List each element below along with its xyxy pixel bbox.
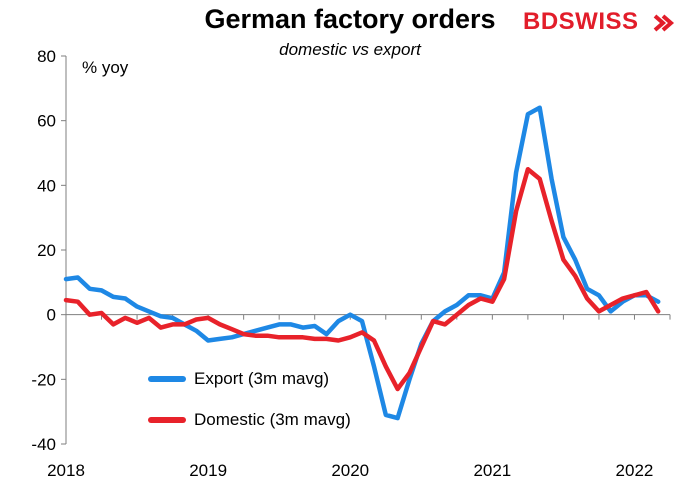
legend-label-export: Export (3m mavg) <box>194 369 330 388</box>
legend-swatch-export <box>148 376 186 382</box>
x-tick-label: 2018 <box>47 461 85 480</box>
y-tick-label: 60 <box>37 112 56 131</box>
series-line-domestic <box>63 166 661 392</box>
x-tick-label: 2022 <box>616 461 654 480</box>
x-tick-label: 2021 <box>473 461 511 480</box>
x-tick-label: 2020 <box>331 461 369 480</box>
chart-subtitle: domestic vs export <box>279 40 421 59</box>
legend-item-export: Export (3m mavg) <box>148 367 329 391</box>
y-tick-label: 0 <box>47 306 56 325</box>
x-tick-label: 2019 <box>189 461 227 480</box>
bdswiss-logo: BDSWISS <box>523 8 675 36</box>
logo-bd-text: BD <box>523 8 559 35</box>
y-axis-unit-label: % yoy <box>82 58 129 77</box>
legend-item-domestic: Domestic (3m mavg) <box>148 408 351 432</box>
logo-swiss-text: SWISS <box>558 8 639 35</box>
y-tick-label: -20 <box>31 370 56 389</box>
y-tick-label: 40 <box>37 176 56 195</box>
logo-arrow-icon <box>653 14 674 32</box>
legend-swatch-domestic <box>148 417 186 423</box>
y-tick-label: 80 <box>37 47 56 66</box>
x-axis: 2018 2019 2020 2021 2022 <box>47 314 671 480</box>
legend-label-domestic: Domestic (3m mavg) <box>194 410 351 429</box>
chart-title: German factory orders <box>204 4 496 34</box>
y-tick-label: -40 <box>31 435 56 454</box>
y-tick-label: 20 <box>37 241 56 260</box>
series-lines <box>63 105 661 421</box>
y-axis: 80 60 40 20 0 -20 -40 <box>31 47 67 454</box>
series-line-export <box>63 105 661 421</box>
